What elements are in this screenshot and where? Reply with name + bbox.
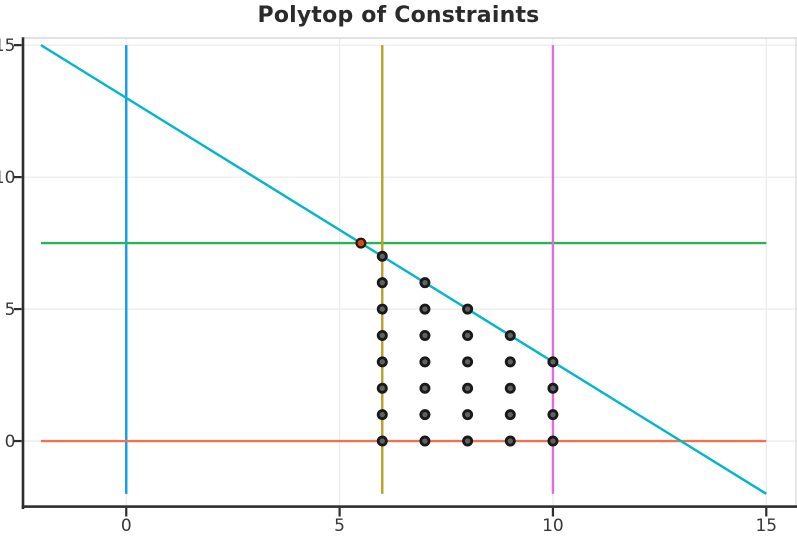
lattice-point: [462, 382, 474, 394]
x-axis-spine: [21, 505, 797, 508]
lattice-point: [376, 303, 388, 315]
lattice-point: [547, 356, 559, 368]
x-tick-label: 0: [121, 516, 132, 536]
lattice-point: [419, 356, 431, 368]
lattice-point: [376, 382, 388, 394]
lattice-point: [547, 382, 559, 394]
lattice-point: [376, 250, 388, 262]
lattice-point: [462, 303, 474, 315]
intersection-point: [355, 237, 367, 249]
lattice-point: [419, 329, 431, 341]
lattice-point: [547, 435, 559, 447]
lattice-point: [419, 303, 431, 315]
lattice-point: [419, 435, 431, 447]
chart-title: Polytop of Constraints: [257, 3, 540, 28]
lattice-point: [504, 409, 516, 421]
lattice-point: [376, 277, 388, 289]
y-axis-spine: [21, 37, 25, 510]
lattice-point: [419, 382, 431, 394]
lattice-point: [419, 277, 431, 289]
x-tick-label: 15: [755, 516, 777, 536]
lattice-point: [504, 435, 516, 447]
lattice-point: [462, 329, 474, 341]
lattice-point: [504, 382, 516, 394]
lattice-point: [547, 409, 559, 421]
lattice-point: [462, 409, 474, 421]
lattice-point: [462, 435, 474, 447]
lattice-point: [504, 329, 516, 341]
lattice-point: [376, 329, 388, 341]
x-tick-label: 10: [542, 516, 564, 536]
objective-line-y-13-minus-x: [40, 44, 767, 495]
lattice-point: [419, 409, 431, 421]
y-tick-label: 15: [0, 36, 16, 56]
y-tick-label: 5: [5, 300, 16, 320]
x-tick-label: 5: [334, 516, 345, 536]
lattice-point: [376, 409, 388, 421]
y-tick-label: 10: [0, 168, 16, 188]
lattice-point: [376, 356, 388, 368]
lattice-point: [376, 435, 388, 447]
y-tick-label: 0: [5, 432, 16, 452]
lattice-point: [504, 356, 516, 368]
lattice-point: [462, 356, 474, 368]
